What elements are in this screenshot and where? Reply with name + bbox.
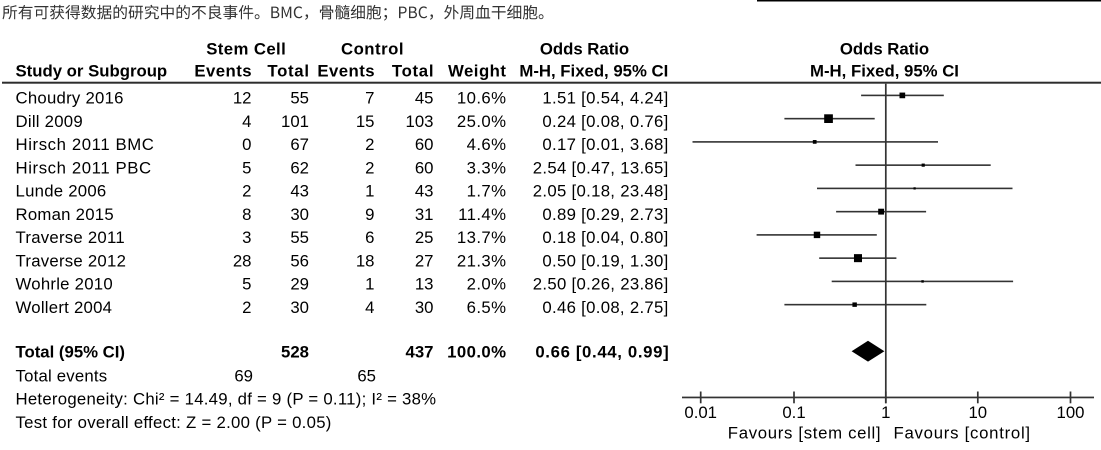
svg-text:10.6%: 10.6%	[457, 89, 507, 108]
svg-text:2: 2	[365, 135, 374, 154]
svg-text:56: 56	[290, 251, 309, 270]
svg-text:2.0%: 2.0%	[467, 275, 507, 294]
svg-text:30: 30	[415, 298, 434, 317]
svg-text:Traverse 2011: Traverse 2011	[16, 228, 125, 247]
svg-text:5: 5	[242, 158, 251, 177]
svg-text:65: 65	[357, 367, 376, 386]
svg-text:60: 60	[415, 158, 434, 177]
svg-text:60: 60	[415, 135, 434, 154]
svg-text:0.50 [0.19, 1.30]: 0.50 [0.19, 1.30]	[542, 251, 668, 270]
svg-text:12: 12	[233, 89, 252, 108]
svg-text:6.5%: 6.5%	[467, 298, 507, 317]
svg-text:1: 1	[365, 182, 374, 201]
svg-text:Dill 2009: Dill 2009	[16, 112, 83, 131]
svg-text:69: 69	[234, 367, 253, 386]
svg-text:Heterogeneity: Chi² = 14.49, d: Heterogeneity: Chi² = 14.49, df = 9 (P =…	[16, 390, 437, 409]
svg-text:Stem Cell: Stem Cell	[206, 40, 286, 59]
svg-text:0.18 [0.04, 0.80]: 0.18 [0.04, 0.80]	[542, 228, 668, 247]
svg-text:5: 5	[242, 275, 251, 294]
svg-text:2.05 [0.18, 23.48]: 2.05 [0.18, 23.48]	[533, 182, 669, 201]
svg-text:10: 10	[968, 403, 987, 422]
svg-text:30: 30	[290, 298, 309, 317]
svg-text:Lunde 2006: Lunde 2006	[16, 182, 107, 201]
svg-text:528: 528	[281, 342, 309, 361]
svg-text:1.7%: 1.7%	[467, 182, 507, 201]
svg-text:67: 67	[290, 135, 309, 154]
svg-text:2.50 [0.26, 23.86]: 2.50 [0.26, 23.86]	[533, 275, 669, 294]
svg-text:100.0%: 100.0%	[447, 342, 506, 361]
svg-text:1.51 [0.54, 4.24]: 1.51 [0.54, 4.24]	[542, 89, 668, 108]
svg-text:Study or Subgroup: Study or Subgroup	[16, 61, 168, 80]
svg-text:13: 13	[415, 275, 434, 294]
svg-text:25: 25	[415, 228, 434, 247]
svg-text:Favours [control]: Favours [control]	[894, 424, 1031, 443]
svg-text:2: 2	[242, 182, 251, 201]
svg-text:101: 101	[281, 112, 309, 131]
svg-text:Total: Total	[267, 61, 309, 80]
svg-text:28: 28	[233, 251, 252, 270]
svg-text:43: 43	[290, 182, 309, 201]
svg-text:0.01: 0.01	[684, 403, 717, 422]
svg-text:62: 62	[290, 158, 309, 177]
svg-text:2: 2	[365, 158, 374, 177]
svg-text:29: 29	[290, 275, 309, 294]
svg-text:4: 4	[365, 298, 374, 317]
svg-text:55: 55	[290, 228, 309, 247]
svg-text:Events: Events	[194, 61, 252, 80]
svg-text:0.46 [0.08, 2.75]: 0.46 [0.08, 2.75]	[542, 298, 668, 317]
svg-text:9: 9	[365, 205, 374, 224]
svg-text:Favours [stem cell]: Favours [stem cell]	[728, 424, 881, 443]
svg-text:Choudry 2016: Choudry 2016	[16, 89, 124, 108]
svg-text:Odds Ratio: Odds Ratio	[540, 40, 629, 59]
svg-text:0.66 [0.44, 0.99]: 0.66 [0.44, 0.99]	[535, 342, 669, 361]
svg-text:M-H, Fixed, 95% CI: M-H, Fixed, 95% CI	[519, 61, 668, 80]
svg-text:Hirsch 2011 PBC: Hirsch 2011 PBC	[16, 158, 152, 177]
svg-text:103: 103	[406, 112, 434, 131]
svg-text:Wollert 2004: Wollert 2004	[16, 298, 113, 317]
svg-text:31: 31	[415, 205, 434, 224]
svg-text:Weight: Weight	[448, 61, 507, 80]
svg-text:6: 6	[365, 228, 374, 247]
svg-text:15: 15	[356, 112, 375, 131]
svg-text:13.7%: 13.7%	[457, 228, 507, 247]
svg-text:3.3%: 3.3%	[467, 158, 507, 177]
svg-text:Odds Ratio: Odds Ratio	[840, 40, 929, 59]
svg-text:437: 437	[406, 342, 434, 361]
svg-text:Roman 2015: Roman 2015	[16, 205, 114, 224]
svg-text:Control: Control	[341, 40, 404, 59]
svg-text:0.24 [0.08, 0.76]: 0.24 [0.08, 0.76]	[542, 112, 668, 131]
svg-text:4.6%: 4.6%	[467, 135, 507, 154]
svg-text:0.89 [0.29, 2.73]: 0.89 [0.29, 2.73]	[542, 205, 668, 224]
svg-text:Hirsch 2011 BMC: Hirsch 2011 BMC	[16, 135, 155, 154]
svg-text:0.17 [0.01, 3.68]: 0.17 [0.01, 3.68]	[542, 135, 668, 154]
svg-text:1: 1	[881, 403, 890, 422]
svg-text:0.1: 0.1	[782, 403, 805, 422]
svg-text:7: 7	[365, 89, 374, 108]
svg-text:4: 4	[242, 112, 251, 131]
svg-text:Test for overall effect: Z = 2: Test for overall effect: Z = 2.00 (P = 0…	[16, 413, 332, 432]
svg-text:55: 55	[290, 89, 309, 108]
svg-text:100: 100	[1057, 403, 1085, 422]
svg-text:M-H, Fixed, 95% CI: M-H, Fixed, 95% CI	[810, 61, 959, 80]
svg-text:3: 3	[242, 228, 251, 247]
svg-text:2.54 [0.47, 13.65]: 2.54 [0.47, 13.65]	[533, 158, 669, 177]
svg-text:Total events: Total events	[16, 367, 108, 386]
svg-text:Total (95% CI): Total (95% CI)	[16, 342, 126, 361]
svg-text:25.0%: 25.0%	[457, 112, 507, 131]
svg-text:27: 27	[415, 251, 434, 270]
svg-text:0: 0	[242, 135, 251, 154]
svg-text:18: 18	[356, 251, 375, 270]
svg-text:45: 45	[415, 89, 434, 108]
svg-text:2: 2	[242, 298, 251, 317]
svg-text:1: 1	[365, 275, 374, 294]
svg-text:Events: Events	[317, 61, 375, 80]
svg-text:43: 43	[415, 182, 434, 201]
svg-text:30: 30	[290, 205, 309, 224]
svg-text:Total: Total	[392, 61, 434, 80]
svg-text:Wohrle 2010: Wohrle 2010	[16, 275, 113, 294]
svg-text:21.3%: 21.3%	[457, 251, 507, 270]
svg-text:Traverse 2012: Traverse 2012	[16, 251, 127, 270]
svg-text:8: 8	[242, 205, 251, 224]
svg-text:11.4%: 11.4%	[458, 205, 506, 224]
